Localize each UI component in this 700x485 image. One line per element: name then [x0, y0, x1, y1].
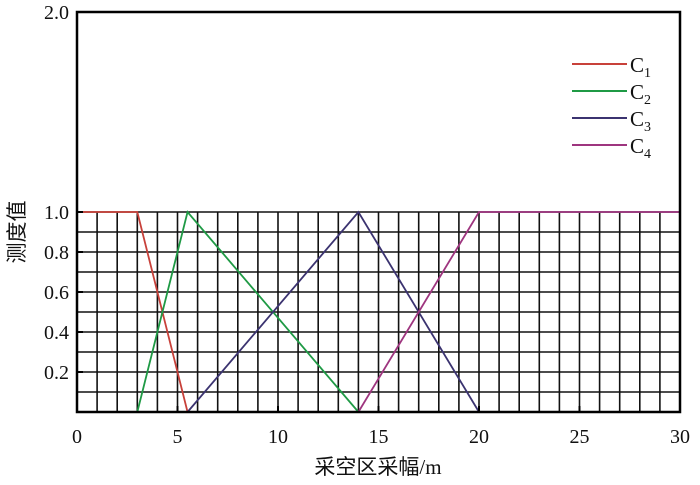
x-tick-label: 20 [469, 426, 489, 448]
x-tick-label: 10 [268, 426, 288, 448]
x-tick-label: 25 [570, 426, 590, 448]
x-tick-label: 30 [670, 426, 690, 448]
legend-label-c1: C1 [630, 53, 651, 81]
x-tick-label: 5 [173, 426, 183, 448]
grid [77, 211, 680, 412]
y-tick-label: 0.4 [44, 322, 69, 344]
series-line-c3 [186, 210, 480, 413]
legend-label-c3: C3 [630, 107, 651, 135]
y-tick-label: 0.6 [44, 282, 69, 304]
x-tick-label: 15 [369, 426, 389, 448]
y-tick-label: 2.0 [44, 2, 69, 24]
legend-label-c4: C4 [630, 134, 651, 162]
y-axis-label: 测度值 [5, 201, 29, 264]
x-tick-label: 0 [72, 426, 82, 448]
y-tick-label: 0.2 [44, 362, 69, 384]
series-line-c4 [357, 211, 680, 413]
ticks: 0 5 10 15 20 25 30 0.2 0.4 0.6 0.8 1.0 2.0 [44, 2, 690, 448]
x-axis-label: 采空区采幅/m [314, 455, 441, 479]
legend-label-c2: C2 [630, 80, 651, 108]
series-line-c2 [136, 210, 360, 413]
y-tick-label: 0.8 [44, 242, 69, 264]
y-tick-label: 1.0 [44, 202, 69, 224]
series-lines [77, 210, 680, 413]
series-line-c1 [77, 211, 189, 413]
